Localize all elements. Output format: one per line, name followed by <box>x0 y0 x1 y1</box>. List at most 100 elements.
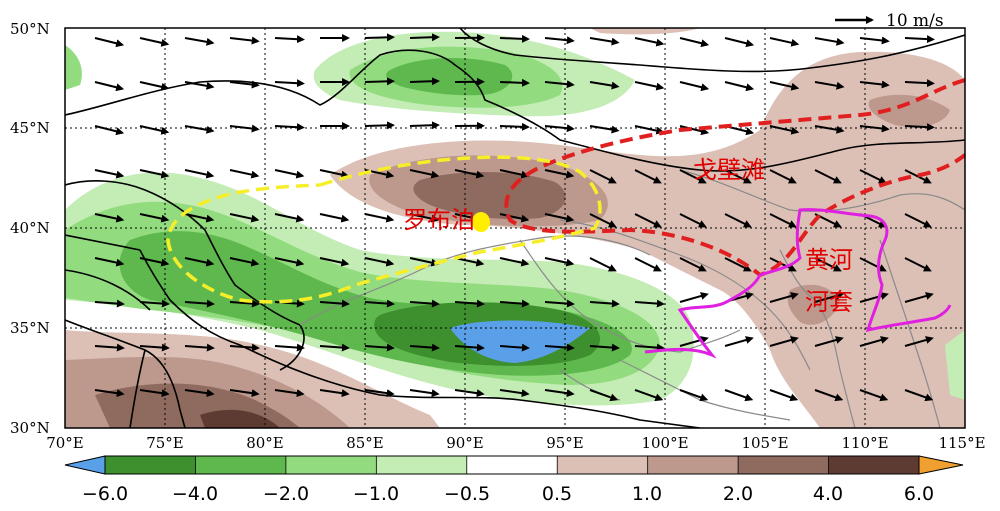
positive-anomaly-northeast-mid <box>868 94 950 127</box>
wind-vector <box>454 257 485 267</box>
wind-vector <box>94 343 125 352</box>
wind-vector <box>634 37 665 47</box>
colorbar-segment <box>557 456 649 474</box>
wind-vector <box>769 81 800 91</box>
wind-vector <box>94 169 125 179</box>
wind-vector <box>454 343 485 352</box>
wind-vector <box>904 389 934 402</box>
wind-vector <box>544 343 575 352</box>
wind-vector <box>769 292 799 303</box>
wind-vector <box>499 299 530 308</box>
wind-vector <box>409 389 440 398</box>
wind-vector <box>679 37 710 48</box>
inner-mongolia-border <box>679 169 965 212</box>
wind-vector <box>94 81 125 92</box>
wind-vector <box>139 81 170 91</box>
wind-vector <box>589 125 620 134</box>
colorbar-segment <box>647 456 739 474</box>
lat-tick: 30°N <box>10 419 50 437</box>
wind-vector <box>139 213 170 223</box>
wind-vector <box>274 35 305 44</box>
wind-vector <box>139 169 170 179</box>
wind-vector <box>184 389 215 398</box>
wind-vector <box>229 36 260 45</box>
wind-vector <box>94 37 125 48</box>
positive-anomaly-east <box>330 51 965 428</box>
wind-vector <box>274 79 305 88</box>
wind-vector <box>94 257 125 267</box>
wind-vector <box>589 299 620 308</box>
wind-vector <box>409 169 440 179</box>
wind-vector <box>184 169 215 179</box>
wind-vector <box>724 169 752 184</box>
wind-vector <box>724 257 752 272</box>
wind-vector <box>364 77 395 86</box>
colorbar-segment <box>466 456 558 474</box>
wind-vector <box>814 292 844 303</box>
wind-vector <box>589 81 620 90</box>
wind-vector <box>184 125 215 134</box>
wind-vector <box>904 292 934 303</box>
wind-vector <box>679 292 709 303</box>
wind-vector <box>229 169 260 179</box>
negative-anomaly-north-core <box>386 58 513 96</box>
wind-vector <box>319 213 350 223</box>
wind-vector <box>814 81 845 90</box>
wind-vector <box>184 213 215 223</box>
xinjiang-tibet-border <box>299 235 651 326</box>
wind-vector <box>634 169 662 184</box>
colorbar-segment <box>195 456 287 474</box>
reference-vector: 10 m/s <box>835 11 944 31</box>
wind-vector <box>274 123 305 132</box>
wind-vector <box>139 389 170 398</box>
wind-vector <box>589 343 620 352</box>
wind-vector <box>544 80 575 89</box>
graticule <box>65 28 965 428</box>
colorbar-tick: −0.5 <box>444 483 490 505</box>
colorbar-tick: 2.0 <box>723 483 753 505</box>
lon-ticks: 70°E 75°E 80°E 85°E 90°E 95°E 100°E 105°… <box>46 434 985 452</box>
wind-vector <box>184 257 215 267</box>
wind-vector <box>679 336 709 347</box>
wind-vector <box>364 389 395 398</box>
wind-vector <box>859 257 887 272</box>
wind-vector <box>499 213 530 223</box>
wind-vector <box>544 36 575 45</box>
wind-vector <box>679 389 709 402</box>
negative-anomaly-minimum <box>450 320 590 363</box>
lon-tick: 80°E <box>246 434 284 452</box>
wind-vector <box>409 299 440 308</box>
colorbar-tick: 0.5 <box>542 483 572 505</box>
wind-vector <box>904 169 932 184</box>
wind-vector <box>409 343 440 352</box>
wind-vector <box>139 299 170 308</box>
colorbar-ticks: −6.0 −4.0 −2.0 −1.0 −0.5 0.5 1.0 2.0 4.0… <box>82 483 934 505</box>
wind-vector <box>724 81 755 92</box>
wind-vector <box>364 33 395 42</box>
wind-vector <box>454 169 485 179</box>
gobi-outline <box>504 78 965 278</box>
wind-vector <box>859 80 890 89</box>
wind-vector <box>319 299 350 308</box>
wind-vector <box>769 125 800 135</box>
wind-vector <box>544 389 575 398</box>
lat-ticks: 30°N 35°N 40°N 45°N 50°N <box>10 20 50 437</box>
wind-vector <box>634 81 665 91</box>
ningxia-shaanxi-border <box>779 249 856 428</box>
plot-frame <box>64 27 966 429</box>
russia-mongolia-border <box>459 28 965 73</box>
wind-vector <box>634 257 662 272</box>
lon-tick: 115°E <box>938 434 985 452</box>
lat-tick: 45°N <box>10 119 50 137</box>
wind-vector <box>499 122 530 131</box>
wind-vector <box>184 37 215 46</box>
colorbar-segment <box>738 456 830 474</box>
wind-vector <box>319 343 350 352</box>
colorbar-over-triangle <box>918 455 964 475</box>
wind-vector <box>364 121 395 130</box>
colorbar-segment <box>105 456 196 474</box>
lon-tick: 100°E <box>641 434 688 452</box>
wind-vector <box>589 257 617 272</box>
wind-vector <box>499 169 530 179</box>
colorbar-segment <box>828 456 920 474</box>
